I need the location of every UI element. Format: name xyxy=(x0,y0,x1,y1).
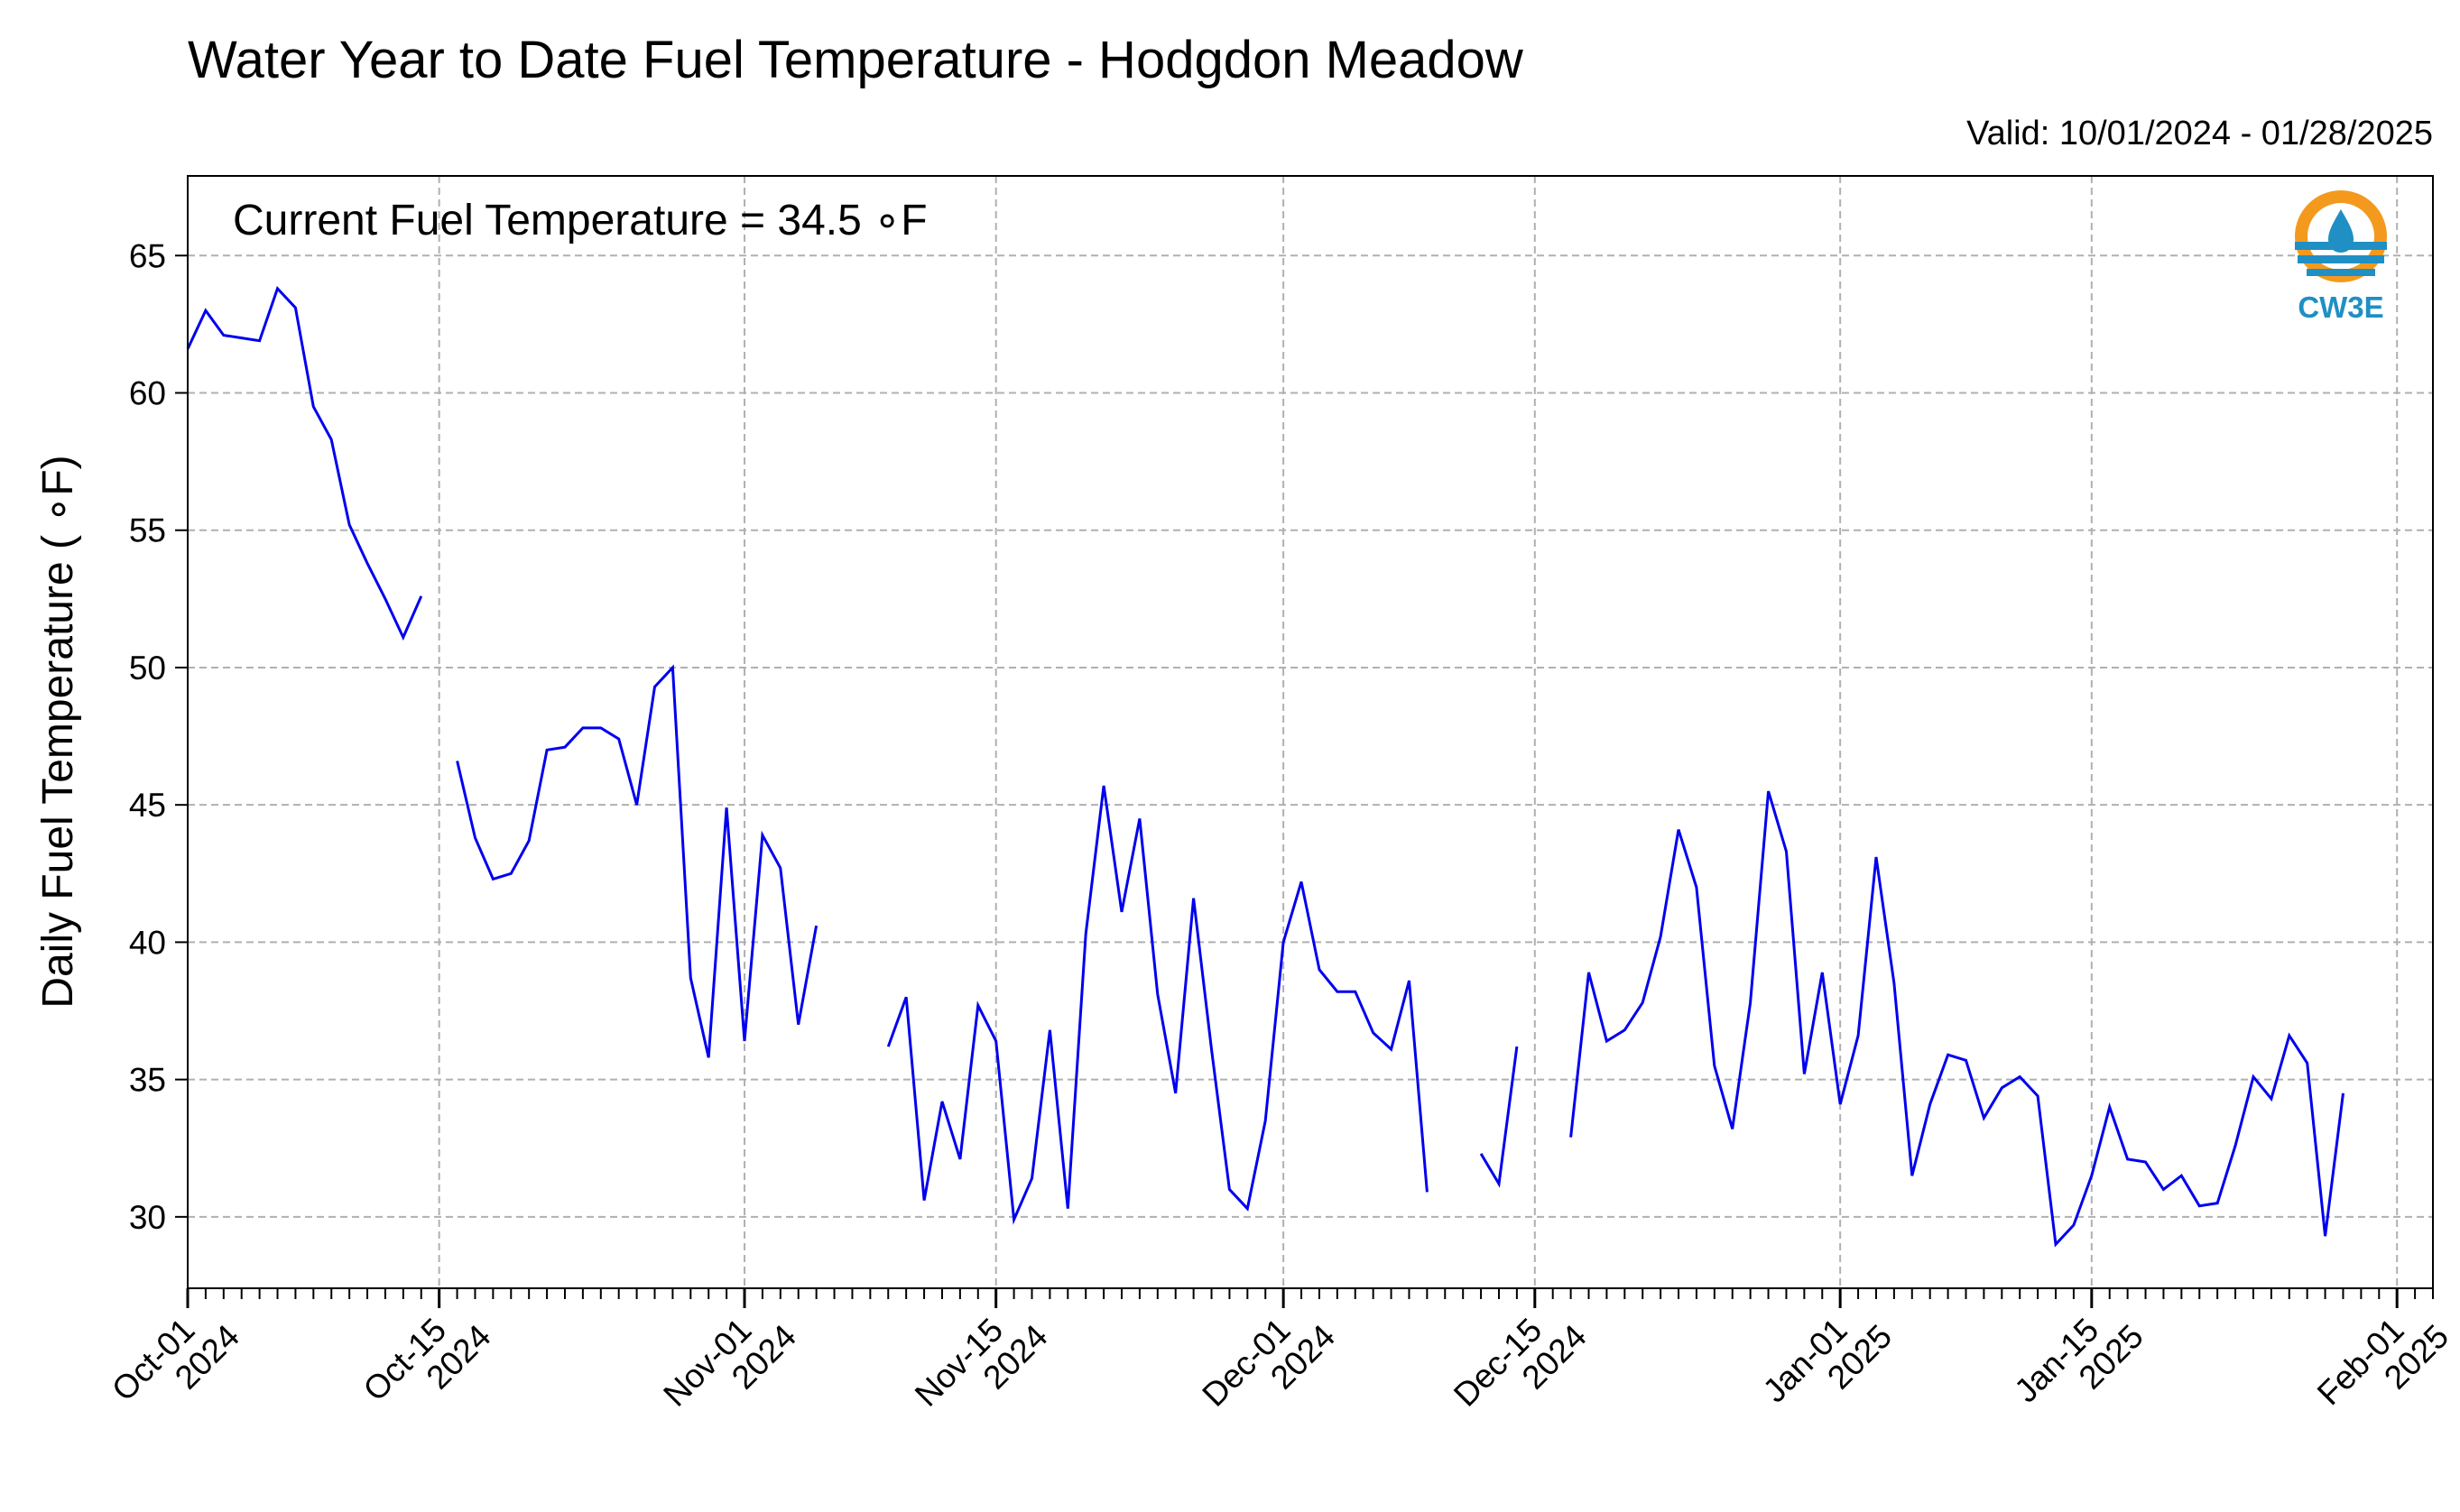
y-tick-label: 50 xyxy=(129,650,166,687)
y-axis: 30 35 40 45 50 55 60 65 xyxy=(129,237,188,1236)
y-tick-label: 35 xyxy=(129,1062,166,1099)
y-tick-label: 40 xyxy=(129,924,166,961)
plot-frame xyxy=(187,175,2434,1289)
series-line xyxy=(1569,790,2344,1248)
y-tick-label: 30 xyxy=(129,1199,166,1236)
cw3e-logo: CW3E xyxy=(2295,190,2387,324)
series-line xyxy=(186,285,423,641)
series-line xyxy=(886,785,1429,1225)
y-axis-label: Daily Fuel Temperature ( ∘F) xyxy=(34,455,82,1008)
y-tick-label: 65 xyxy=(129,237,166,274)
data-series xyxy=(186,285,2344,1248)
grid xyxy=(187,176,2433,1288)
valid-date-range: Valid: 10/01/2024 - 01/28/2025 xyxy=(1966,115,2433,152)
logo-text: CW3E xyxy=(2298,290,2383,324)
y-tick-label: 55 xyxy=(129,512,166,549)
current-temperature-annotation: Current Fuel Temperature = 34.5 ∘F xyxy=(233,197,928,244)
series-line xyxy=(456,664,818,1058)
y-tick-label: 45 xyxy=(129,787,166,824)
y-tick-label: 60 xyxy=(129,375,166,412)
chart-title: Water Year to Date Fuel Temperature - Ho… xyxy=(188,31,1524,89)
series-line xyxy=(1479,1046,1519,1188)
